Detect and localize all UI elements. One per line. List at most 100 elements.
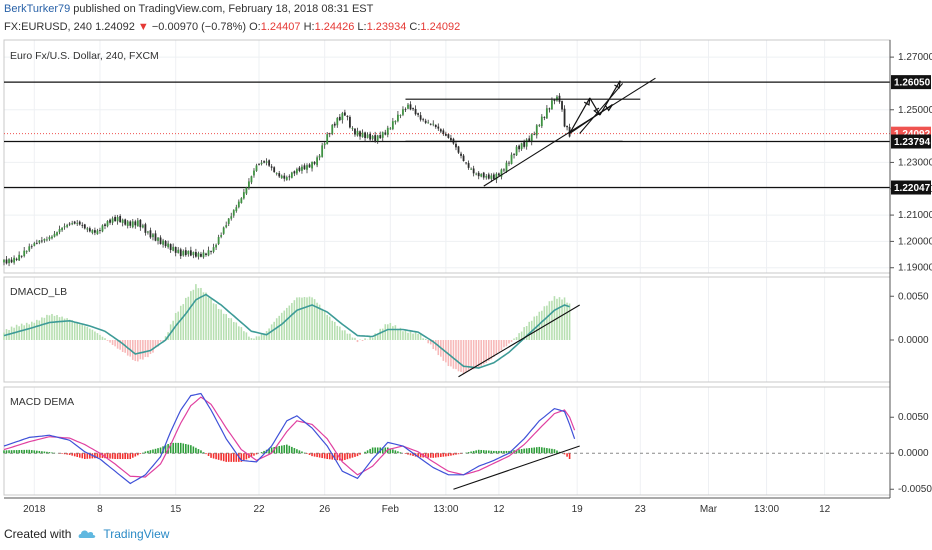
candle-body — [248, 181, 250, 188]
trend-line — [458, 304, 580, 378]
candle-body — [154, 233, 157, 241]
symbol-label: FX:EURUSD, 240 — [4, 21, 93, 33]
symbol-info: FX:EURUSD, 240 1.24092 ▼ −0.00970 (−0.78… — [4, 21, 460, 33]
price-label-box — [891, 75, 931, 90]
candle-body — [172, 246, 175, 251]
tradingview-link[interactable]: TradingView — [103, 527, 170, 541]
candle-body — [444, 133, 447, 136]
candle-body — [51, 236, 53, 239]
close-value: 1.24092 — [420, 21, 461, 33]
candle-body — [298, 167, 301, 171]
candle-body — [424, 120, 427, 123]
candle-body — [288, 176, 291, 178]
candle-body — [147, 231, 149, 233]
x-tick-label: 22 — [253, 504, 265, 515]
candle-body — [285, 177, 288, 180]
candle-body — [376, 135, 379, 141]
x-tick-label: 12 — [819, 504, 831, 515]
candle-body — [492, 174, 495, 179]
candle-body — [485, 175, 488, 178]
x-tick-label: 13:00 — [754, 504, 779, 515]
candle-body — [490, 175, 493, 179]
candle-body — [240, 198, 243, 203]
candle-body — [316, 157, 318, 166]
candle-body — [116, 216, 119, 222]
candle-body — [369, 133, 372, 140]
candle-body — [475, 173, 478, 175]
candle-body — [35, 242, 38, 244]
candle-body — [422, 119, 425, 121]
candle-body — [8, 259, 10, 264]
candle-body — [351, 128, 354, 129]
candle-body — [533, 133, 536, 135]
candle-body — [13, 257, 15, 263]
candle-body — [227, 218, 230, 224]
candle-body — [535, 125, 538, 136]
candle-body — [182, 250, 185, 256]
candle-body — [566, 125, 568, 128]
candle-body — [184, 250, 187, 256]
candle-body — [71, 223, 74, 225]
candle-body — [189, 250, 192, 256]
tradingview-logo-icon — [78, 530, 96, 538]
x-tick-label: Mar — [700, 504, 718, 515]
candle-body — [563, 108, 566, 127]
y-tick-label: 1.27000 — [898, 52, 932, 63]
candle-body — [28, 246, 31, 251]
candle-body — [268, 160, 271, 166]
trend-line — [483, 77, 656, 187]
candle-body — [205, 253, 207, 255]
candle-body — [366, 134, 369, 138]
candle-body — [18, 254, 21, 261]
candle-body — [43, 238, 46, 241]
candle-body — [232, 210, 235, 216]
candle-body — [457, 146, 460, 153]
chart-area[interactable]: 2018 8 15 22 26 Feb 13:00 12 19 23 Mar 13:00 12 1.270… — [0, 0, 932, 520]
candle-body — [38, 240, 41, 243]
candle-body — [53, 233, 56, 237]
candle-body — [111, 218, 114, 223]
candle-body — [311, 161, 313, 169]
candle-body — [530, 134, 533, 142]
candle-body — [548, 108, 551, 110]
candle-body — [91, 230, 94, 233]
candle-body — [399, 115, 402, 116]
candle-body — [503, 169, 505, 171]
candle-body — [301, 166, 303, 171]
candle-body — [195, 252, 197, 257]
macd-signal-line — [3, 396, 576, 478]
candle-body — [442, 130, 445, 134]
candle-body — [414, 108, 417, 115]
candle-body — [265, 161, 268, 163]
candle-body — [434, 124, 437, 127]
candle-body — [81, 224, 84, 226]
candle-body — [354, 128, 356, 135]
y-tick-label: 1.20000 — [898, 236, 932, 247]
candle-body — [136, 220, 139, 227]
arrow-head — [614, 80, 621, 89]
candle-body — [109, 219, 111, 223]
candle-body — [432, 123, 435, 125]
candle-body — [561, 101, 563, 110]
low-label: L: — [357, 21, 367, 33]
candle-body — [46, 239, 48, 241]
candle-body — [273, 167, 276, 173]
author-link[interactable]: BerkTurker79 — [4, 3, 71, 15]
candle-body — [326, 134, 329, 145]
candle-body — [389, 128, 392, 130]
y-tick-label: 0.0050 — [898, 291, 929, 302]
y-tick-label: 0.0000 — [898, 448, 929, 459]
close-label: C: — [409, 21, 421, 33]
candle-body — [179, 249, 182, 257]
low-value: 1.23934 — [366, 21, 407, 33]
candle-body — [30, 246, 33, 248]
pane-border — [3, 386, 891, 496]
candle-body — [495, 173, 498, 180]
x-tick-label: 8 — [97, 504, 103, 515]
candle-body — [455, 143, 457, 148]
candle-body — [394, 120, 397, 123]
candle-body — [290, 172, 293, 178]
candle-body — [119, 216, 122, 223]
candle-body — [177, 249, 180, 253]
candle-body — [328, 133, 331, 135]
